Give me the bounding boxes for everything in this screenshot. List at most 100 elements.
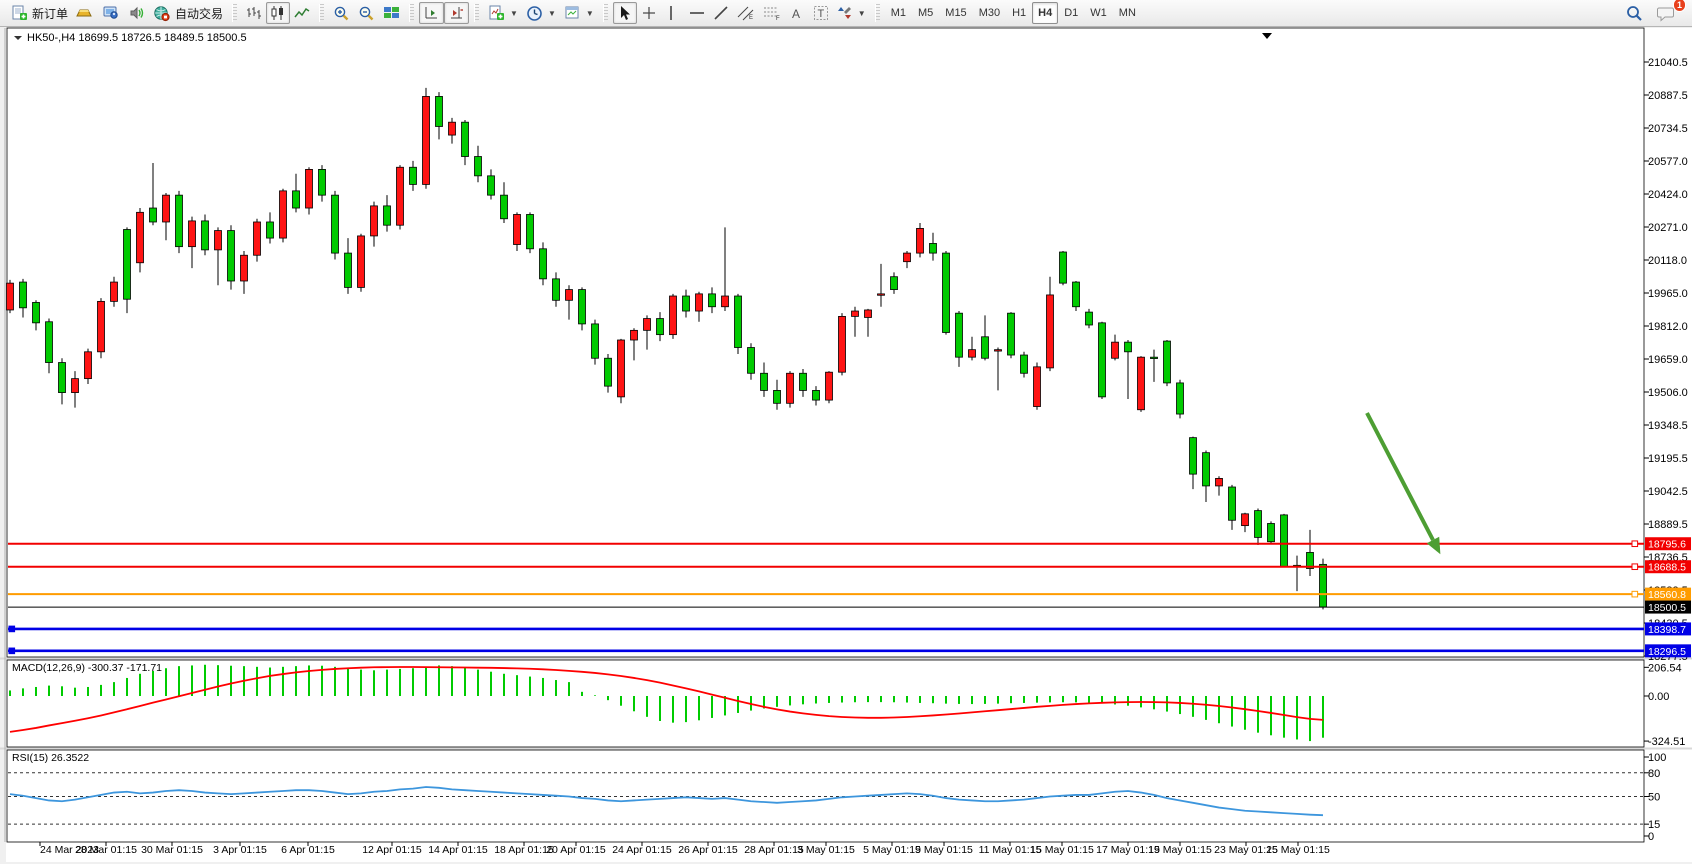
candle xyxy=(903,252,911,263)
candle xyxy=(1280,514,1288,567)
autotrading-button[interactable]: 自动交易 xyxy=(149,2,227,24)
notifications-button[interactable]: 1 xyxy=(1653,0,1686,24)
symbol-period-ohlc: HK50-,H4 18699.5 18726.5 18489.5 18500.5 xyxy=(27,32,247,44)
chart-shift-button[interactable] xyxy=(444,2,470,24)
toolbar-group-draw: E F A T ▼ xyxy=(610,0,873,26)
dropdown-caret-icon[interactable]: ▼ xyxy=(585,8,594,18)
candle xyxy=(552,278,560,301)
text-button[interactable]: A xyxy=(785,2,809,24)
candle xyxy=(1306,552,1314,569)
candle xyxy=(435,96,443,127)
svg-text:30 Mar 01:15: 30 Mar 01:15 xyxy=(141,844,203,856)
line-handle[interactable] xyxy=(8,647,16,655)
candle xyxy=(227,230,235,282)
tf-mn[interactable]: MN xyxy=(1113,2,1142,24)
tf-w1[interactable]: W1 xyxy=(1084,2,1113,24)
dropdown-caret-icon[interactable]: ▼ xyxy=(547,8,556,18)
tf-h4[interactable]: H4 xyxy=(1032,2,1059,24)
tf-m5-label: M5 xyxy=(918,7,934,19)
text-label-button[interactable]: T xyxy=(809,2,833,24)
tf-m1[interactable]: M1 xyxy=(885,2,912,24)
svg-text:19812.0: 19812.0 xyxy=(1648,321,1688,333)
chart-window[interactable]: 21040.5 20887.5 20734.5 20577.0 20424.0 20271… xyxy=(0,27,1692,864)
candle xyxy=(851,310,859,317)
candle xyxy=(760,372,768,391)
bar-chart-button[interactable] xyxy=(242,2,266,24)
svg-text:206.54: 206.54 xyxy=(1648,662,1682,674)
toolbar-separator xyxy=(602,4,608,22)
tf-m1-label: M1 xyxy=(890,7,906,19)
main-toolbar: 新订单 自动交易 ▼ ▼ ▼ E F A T ▼ M1 M5 M15 M30 H1 H4 D1 W1 MN 1 xyxy=(0,0,1692,27)
svg-text:18795.6: 18795.6 xyxy=(1648,539,1686,551)
tf-m5[interactable]: M5 xyxy=(912,2,939,24)
tf-m30-label: M30 xyxy=(978,7,1001,19)
tf-h1[interactable]: H1 xyxy=(1006,2,1032,24)
line-handle[interactable] xyxy=(1631,563,1639,571)
line-chart-button[interactable] xyxy=(290,2,314,24)
equidistant-channel-button[interactable]: E xyxy=(733,2,759,24)
line-handle[interactable] xyxy=(1631,540,1639,548)
symbol-dropdown-icon[interactable] xyxy=(14,36,22,40)
indicators-button[interactable]: ▼ xyxy=(484,2,522,24)
navigator-button[interactable] xyxy=(98,2,124,24)
svg-text:24 Apr 01:15: 24 Apr 01:15 xyxy=(612,844,672,856)
trendline-button[interactable] xyxy=(709,2,733,24)
svg-text:5 May 01:15: 5 May 01:15 xyxy=(863,844,921,856)
zoom-out-button[interactable] xyxy=(354,2,379,24)
svg-text:28 Mar 01:15: 28 Mar 01:15 xyxy=(75,844,137,856)
candlestick-button[interactable] xyxy=(266,2,291,24)
candle xyxy=(266,221,274,239)
market-watch-button[interactable] xyxy=(72,2,98,24)
candle xyxy=(513,214,521,245)
tf-d1[interactable]: D1 xyxy=(1058,2,1084,24)
svg-text:15 May 01:15: 15 May 01:15 xyxy=(1030,844,1094,856)
autotrading-button-label: 自动交易 xyxy=(175,6,224,21)
svg-text:18 Apr 01:15: 18 Apr 01:15 xyxy=(494,844,554,856)
candle xyxy=(1150,356,1158,359)
arrow-annotation[interactable] xyxy=(1365,412,1441,555)
chart-canvas[interactable]: 21040.5 20887.5 20734.5 20577.0 20424.0 20271… xyxy=(0,27,1692,864)
svg-text:15: 15 xyxy=(1648,819,1660,831)
auto-scroll-button[interactable] xyxy=(419,2,445,24)
horizontal-line-button[interactable] xyxy=(685,2,709,24)
svg-text:21040.5: 21040.5 xyxy=(1648,57,1688,69)
dropdown-caret-icon[interactable]: ▼ xyxy=(857,8,866,18)
line-handle[interactable] xyxy=(8,625,16,633)
template-icon xyxy=(564,5,581,21)
chart-title: HK50-,H4 18699.5 18726.5 18489.5 18500.5 xyxy=(14,32,247,44)
candle xyxy=(474,156,482,177)
candle xyxy=(682,295,690,312)
zoom-in-button[interactable] xyxy=(329,2,354,24)
cursor-button[interactable] xyxy=(612,2,637,24)
svg-text:0.00: 0.00 xyxy=(1648,691,1669,703)
candle xyxy=(604,357,612,387)
arrows-button[interactable]: ▼ xyxy=(833,2,870,24)
toolbar-group-objects: ▼ ▼ ▼ xyxy=(481,0,601,26)
fibonacci-button[interactable]: F xyxy=(759,2,785,24)
candlestick-series xyxy=(6,87,1327,610)
tile-windows-button[interactable] xyxy=(379,2,404,24)
period-button[interactable]: ▼ xyxy=(522,2,560,24)
svg-text:20118.0: 20118.0 xyxy=(1648,255,1687,267)
candle xyxy=(708,293,716,308)
svg-text:19195.5: 19195.5 xyxy=(1648,453,1688,465)
tf-m15[interactable]: M15 xyxy=(939,2,972,24)
alerts-button[interactable] xyxy=(124,2,149,24)
macd-signal-line xyxy=(9,666,1324,733)
vertical-line-button[interactable] xyxy=(661,2,685,24)
candle xyxy=(1059,251,1067,284)
line-handle[interactable] xyxy=(1631,590,1639,598)
chart-shift-marker[interactable] xyxy=(1262,33,1272,39)
candle xyxy=(630,329,638,341)
template-button[interactable]: ▼ xyxy=(560,2,598,24)
svg-text:20271.0: 20271.0 xyxy=(1648,222,1688,234)
dropdown-caret-icon[interactable]: ▼ xyxy=(510,8,518,18)
new-order-button-label: 新订单 xyxy=(32,6,69,21)
tf-m30[interactable]: M30 xyxy=(973,2,1006,24)
candle xyxy=(318,169,326,196)
svg-text:80: 80 xyxy=(1648,768,1660,780)
search-button[interactable] xyxy=(1621,2,1647,24)
candle xyxy=(838,315,846,373)
crosshair-button[interactable] xyxy=(637,2,661,24)
new-order-button[interactable]: 新订单 xyxy=(7,2,72,24)
